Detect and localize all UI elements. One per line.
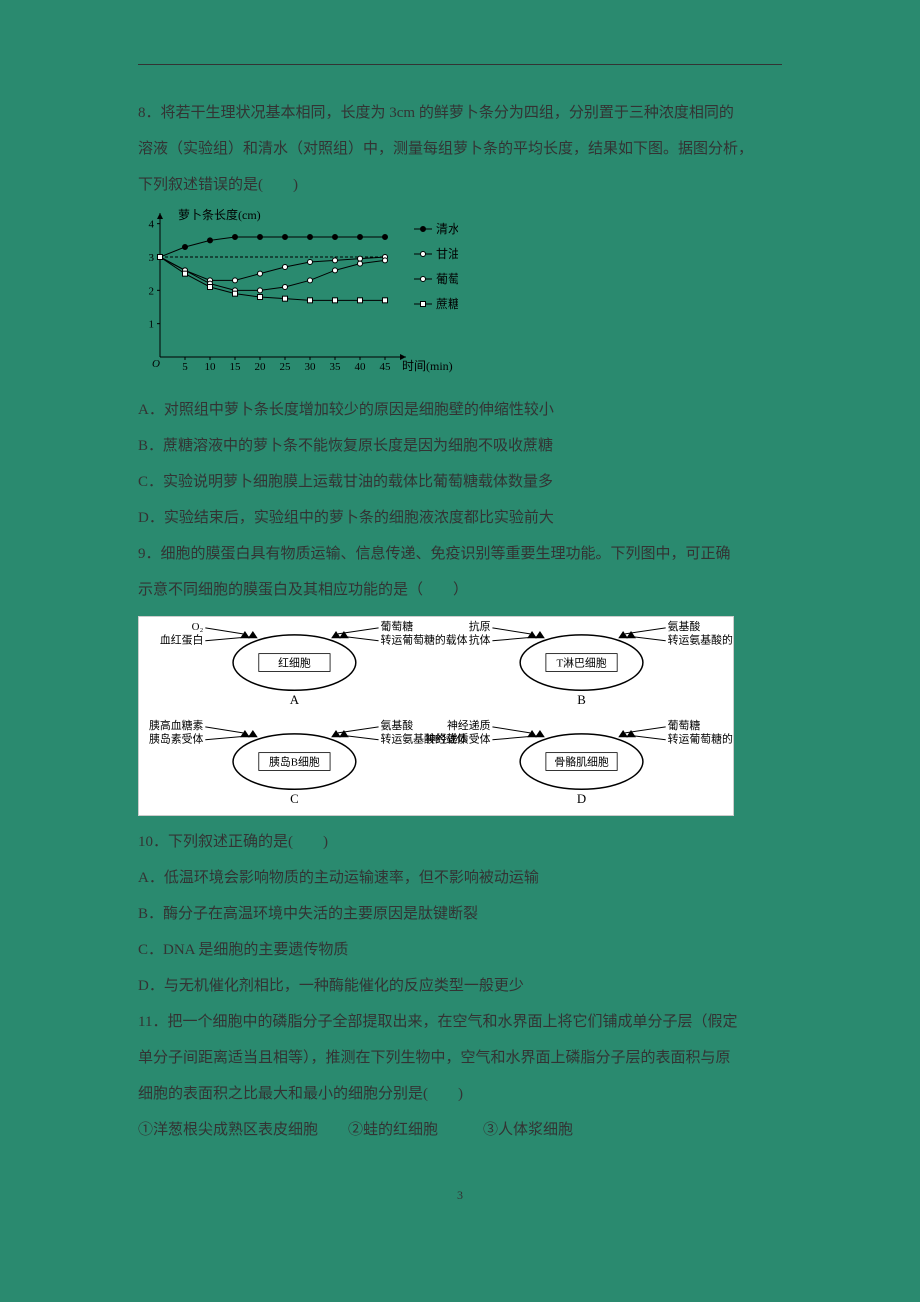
page: 8．将若干生理状况基本相同，长度为 3cm 的鲜萝卜条分为四组，分别置于三种浓度… — [138, 0, 782, 1203]
svg-text:萝卜条长度(cm): 萝卜条长度(cm) — [178, 207, 261, 222]
q8-stem-1: 8．将若干生理状况基本相同，长度为 3cm 的鲜萝卜条分为四组，分别置于三种浓度… — [138, 95, 782, 131]
svg-text:氨基酸: 氨基酸 — [381, 718, 414, 732]
q11-items: ①洋葱根尖成熟区表皮细胞 ②蛙的红细胞 ③人体浆细胞 — [138, 1112, 782, 1148]
svg-text:T淋巴细胞: T淋巴细胞 — [556, 657, 606, 670]
svg-text:2: 2 — [149, 285, 155, 297]
q8-stem-2: 溶液（实验组）和清水（对照组）中，测量每组萝卜条的平均长度，结果如下图。据图分析… — [138, 131, 782, 167]
svg-text:4: 4 — [149, 219, 155, 231]
svg-text:胰岛B细胞: 胰岛B细胞 — [269, 755, 320, 769]
svg-text:血红蛋白: 血红蛋白 — [160, 633, 204, 647]
svg-text:转运氨基酸的载体: 转运氨基酸的载体 — [668, 633, 733, 647]
q8-chart: 5 10 15 20 25 30 35 40 45 1 2 3 4 O 萝卜条长度(cm) 时间(min) 清水… — [138, 207, 458, 382]
q11-stem-3: 细胞的表面积之比最大和最小的细胞分别是( ) — [138, 1076, 782, 1112]
svg-text:B: B — [577, 693, 586, 707]
svg-text:5: 5 — [182, 361, 188, 373]
svg-text:D: D — [577, 792, 586, 806]
q11-stem-1: 11．把一个细胞中的磷脂分子全部提取出来，在空气和水界面上将它们铺成单分子层（假… — [138, 1004, 782, 1040]
q8-opt-a: A．对照组中萝卜条长度增加较少的原因是细胞壁的伸缩性较小 — [138, 392, 782, 428]
svg-text:胰高血糖素: 胰高血糖素 — [149, 718, 203, 732]
svg-text:15: 15 — [230, 361, 242, 373]
q8-opt-b: B．蔗糖溶液中的萝卜条不能恢复原长度是因为细胞不吸收蔗糖 — [138, 428, 782, 464]
svg-text:时间(min): 时间(min) — [402, 359, 453, 373]
svg-text:骨骼肌细胞: 骨骼肌细胞 — [554, 755, 608, 769]
svg-text:30: 30 — [305, 361, 317, 373]
svg-text:抗体: 抗体 — [469, 633, 491, 647]
svg-text:40: 40 — [355, 361, 367, 373]
svg-text:O: O — [152, 358, 160, 370]
q8-opt-c: C．实验说明萝卜细胞膜上运载甘油的载体比葡萄糖载体数量多 — [138, 464, 782, 500]
q10-opt-c: C．DNA 是细胞的主要遗传物质 — [138, 932, 782, 968]
svg-text:45: 45 — [380, 361, 392, 373]
q8-stem-3: 下列叙述错误的是( ) — [138, 167, 782, 203]
svg-text:葡萄糖: 葡萄糖 — [668, 718, 701, 732]
svg-text:C: C — [290, 792, 299, 806]
svg-text:O₂: O₂ — [192, 621, 204, 633]
svg-text:10: 10 — [205, 361, 217, 373]
svg-text:1: 1 — [149, 319, 155, 331]
svg-text:神经递质: 神经递质 — [447, 718, 491, 732]
header-rule — [138, 64, 782, 65]
q9-stem-2: 示意不同细胞的膜蛋白及其相应功能的是（ ） — [138, 572, 782, 608]
svg-text:转运葡萄糖的载体: 转运葡萄糖的载体 — [668, 732, 733, 746]
q9-diagram: 红细胞O₂血红蛋白葡萄糖转运葡萄糖的载体AT淋巴细胞抗原抗体氨基酸转运氨基酸的载… — [138, 616, 734, 816]
q10-opt-a: A．低温环境会影响物质的主动运输速率，但不影响被动运输 — [138, 860, 782, 896]
q11-stem-2: 单分子间距离适当且相等），推测在下列生物中，空气和水界面上磷脂分子层的表面积与原 — [138, 1040, 782, 1076]
q10-stem: 10．下列叙述正确的是( ) — [138, 824, 782, 860]
svg-text:抗原: 抗原 — [469, 619, 491, 633]
q8-opt-d: D．实验结束后，实验组中的萝卜条的细胞液浓度都比实验前大 — [138, 500, 782, 536]
svg-text:35: 35 — [330, 361, 342, 373]
q10-opt-d: D．与无机催化剂相比，一种酶能催化的反应类型一般更少 — [138, 968, 782, 1004]
svg-text:3: 3 — [149, 252, 155, 264]
q10-opt-b: B．酶分子在高温环境中失活的主要原因是肽键断裂 — [138, 896, 782, 932]
q9-stem-1: 9．细胞的膜蛋白具有物质运输、信息传递、免疫识别等重要生理功能。下列图中，可正确 — [138, 536, 782, 572]
svg-text:葡萄糖溶液: 葡萄糖溶液 — [436, 271, 458, 286]
svg-text:25: 25 — [280, 361, 292, 373]
svg-text:清水: 清水 — [436, 222, 458, 236]
svg-text:A: A — [290, 693, 300, 707]
page-number: 3 — [138, 1188, 782, 1203]
svg-text:转运葡萄糖的载体: 转运葡萄糖的载体 — [381, 633, 468, 647]
svg-text:红细胞: 红细胞 — [278, 657, 311, 670]
svg-text:20: 20 — [255, 361, 267, 373]
svg-text:甘油溶液: 甘油溶液 — [436, 246, 458, 261]
svg-text:胰岛素受体: 胰岛素受体 — [149, 732, 203, 746]
svg-text:蔗糖溶液: 蔗糖溶液 — [436, 296, 458, 311]
svg-text:氨基酸: 氨基酸 — [668, 619, 701, 633]
svg-text:神经递质受体: 神经递质受体 — [425, 732, 490, 746]
svg-text:葡萄糖: 葡萄糖 — [381, 619, 414, 633]
